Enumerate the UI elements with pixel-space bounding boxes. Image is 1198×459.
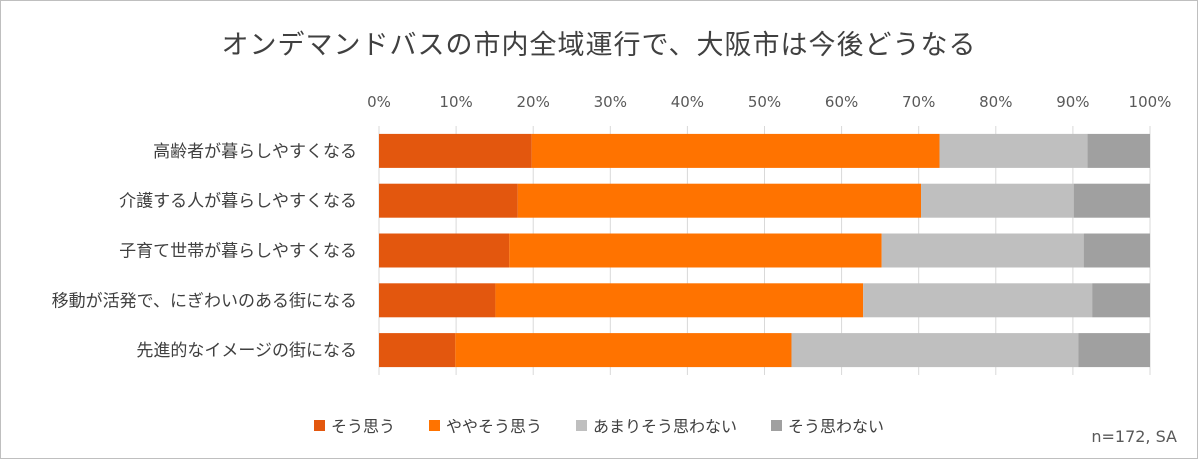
category-label: 介護する人が暮らしやすくなる: [119, 192, 357, 212]
bar-segment: [881, 233, 1084, 268]
bar-segment: [379, 283, 496, 318]
bar-segment: [921, 183, 1074, 218]
legend: そう思う ややそう思う あまりそう思わない そう思わない: [1, 413, 1197, 437]
category-label: 高齢者が暮らしやすくなる: [153, 142, 357, 162]
bar-segment: [1073, 183, 1150, 218]
bar-segment: [495, 283, 864, 318]
bar-segment: [379, 333, 456, 368]
chart-title: オンデマンドバスの市内全域運行で、大阪市は今後どうなる: [221, 30, 977, 61]
x-tick-label: 10%: [439, 93, 472, 111]
legend-label: そう思わない: [788, 417, 885, 436]
x-tick-label: 20%: [517, 93, 550, 111]
bar-segment: [1078, 333, 1150, 368]
legend-swatch: [771, 419, 783, 431]
bar-segment: [791, 333, 1079, 368]
bar-segment: [509, 233, 882, 268]
legend-swatch: [428, 419, 440, 431]
legend-swatch: [313, 419, 325, 431]
bar-segment: [517, 183, 922, 218]
sample-size-note: n=172, SA: [1091, 427, 1177, 446]
bar-segment: [1087, 133, 1150, 168]
bar-segment: [863, 283, 1093, 318]
bar-segment: [1083, 233, 1150, 268]
legend-item: そう思わない: [771, 413, 884, 437]
category-label: 移動が活発で、にぎわいのある街になる: [52, 291, 357, 311]
category-label: 子育て世帯が暮らしやすくなる: [119, 242, 357, 262]
x-tick-label: 70%: [902, 93, 935, 111]
x-tick-label: 50%: [748, 93, 781, 111]
legend-item: あまりそう思わない: [576, 413, 737, 437]
x-tick-label: 100%: [1129, 93, 1172, 111]
x-tick-label: 30%: [594, 93, 627, 111]
bar-segment: [379, 133, 532, 168]
legend-label: ややそう思う: [445, 417, 542, 436]
legend-item: ややそう思う: [428, 413, 542, 437]
x-tick-label: 90%: [1056, 93, 1089, 111]
legend-item: そう思う: [313, 413, 395, 437]
bar-segment: [531, 133, 940, 168]
legend-swatch: [576, 419, 587, 431]
bar-segment: [939, 133, 1088, 168]
x-tick-label: 80%: [979, 93, 1012, 111]
x-tick-label: 40%: [671, 93, 704, 111]
category-label: 先進的なイメージの街になる: [136, 341, 357, 361]
legend-label: あまりそう思わない: [593, 417, 738, 436]
bar-segment: [379, 233, 510, 268]
bar-segment: [379, 183, 518, 218]
bar-segment: [1092, 283, 1150, 318]
x-tick-label: 0%: [367, 93, 391, 111]
x-tick-label: 60%: [825, 93, 858, 111]
legend-label: そう思う: [330, 417, 395, 436]
bar-segment: [455, 333, 792, 368]
